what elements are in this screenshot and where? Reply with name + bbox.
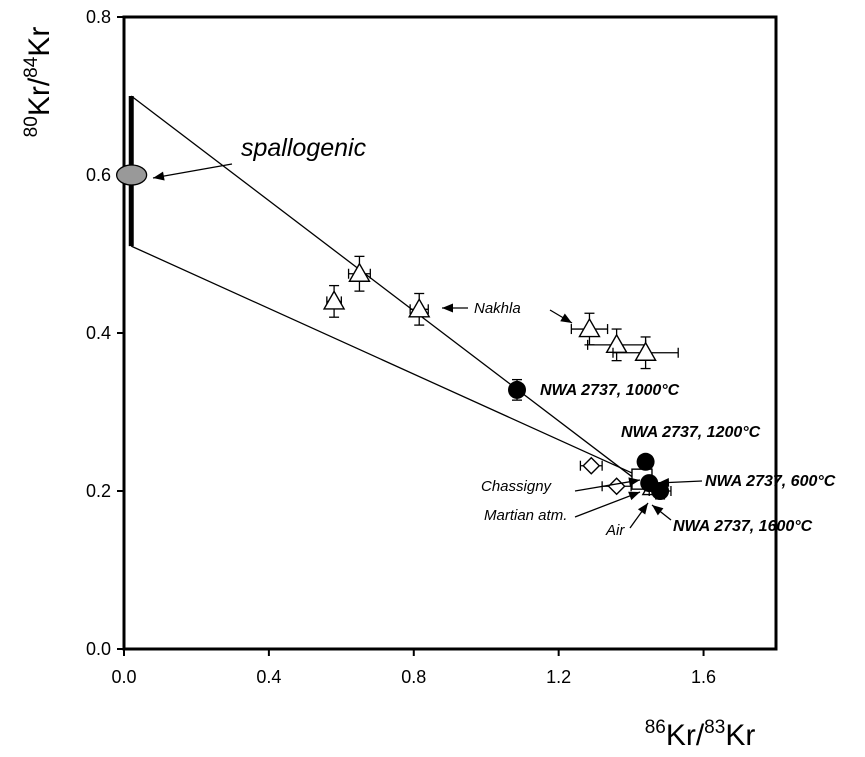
x-label-sup2: 83 xyxy=(704,717,725,738)
annotation-air: Air xyxy=(605,522,625,539)
nakhla-point xyxy=(408,297,431,318)
x-tick-label: 0.0 xyxy=(111,667,136,687)
x-axis-label: 86Kr/83Kr xyxy=(645,717,756,752)
arrowhead xyxy=(153,171,165,181)
y-label-sup2: 84 xyxy=(21,56,42,78)
nakhla-point xyxy=(578,317,601,338)
y-tick-label: 0.6 xyxy=(86,165,111,185)
annotation-spallogenic: spallogenic xyxy=(241,134,367,162)
x-tick-label: 0.4 xyxy=(256,667,281,687)
arrowhead xyxy=(628,491,640,501)
mixing-line xyxy=(130,245,646,480)
arrowhead xyxy=(658,478,670,487)
arrowhead xyxy=(652,505,664,516)
annotation-arrows xyxy=(152,163,703,529)
chassigny-point xyxy=(582,456,601,475)
x-label-base2: Kr xyxy=(725,719,755,752)
x-tick-label: 0.8 xyxy=(401,667,426,687)
nakhla-point xyxy=(322,289,346,310)
annotation-nwa-600: NWA 2737, 600°C xyxy=(705,473,836,490)
nwa-2737-point xyxy=(640,474,659,493)
annotation-chassigny: Chassigny xyxy=(481,478,553,495)
annotation-nakhla: Nakhla xyxy=(474,300,521,317)
arrowhead xyxy=(442,303,453,313)
spallogenic-point xyxy=(115,164,148,186)
y-label-base1: Kr/ xyxy=(23,77,56,116)
annotation-nwa-1200: NWA 2737, 1200°C xyxy=(621,424,761,441)
y-axis-label: 80Kr/84Kr xyxy=(21,27,56,138)
nwa-2737-point xyxy=(636,452,655,471)
x-tick-label: 1.2 xyxy=(546,667,571,687)
x-tick-label: 1.6 xyxy=(691,667,716,687)
y-tick-label: 0.8 xyxy=(86,7,111,27)
x-label-sup1: 86 xyxy=(645,717,666,738)
arrow-shaft xyxy=(574,491,641,518)
arrowhead xyxy=(560,313,572,323)
nakhla-point xyxy=(605,333,628,354)
y-label-base2: Kr xyxy=(23,27,56,57)
mixing-line xyxy=(130,95,646,488)
y-tick-label: 0.2 xyxy=(86,481,111,501)
arrowhead xyxy=(628,477,640,487)
y-tick-label: 0.4 xyxy=(86,323,111,343)
axis-ticks: 0.0 0.4 0.8 1.2 1.6 0.0 0.2 0.4 0.6 0.8 xyxy=(86,7,716,687)
arrowhead xyxy=(637,503,648,515)
annotation-martian-atm: Martian atm. xyxy=(484,507,567,524)
nwa-2737-point xyxy=(508,380,527,399)
arrow-shaft xyxy=(152,163,233,179)
annotation-nwa-1600: NWA 2737, 1600°C xyxy=(673,518,813,535)
mixing-lines xyxy=(128,95,646,488)
chassigny-point xyxy=(607,477,626,496)
nakhla-point xyxy=(348,262,371,282)
data-marks xyxy=(115,164,679,500)
annotation-nwa-1000: NWA 2737, 1000°C xyxy=(540,382,680,399)
nakhla-point xyxy=(634,341,657,361)
y-label-sup1: 80 xyxy=(21,116,42,137)
plot-frame xyxy=(122,15,778,651)
y-tick-label: 0.0 xyxy=(86,639,111,659)
x-label-base1: Kr/ xyxy=(666,719,705,752)
